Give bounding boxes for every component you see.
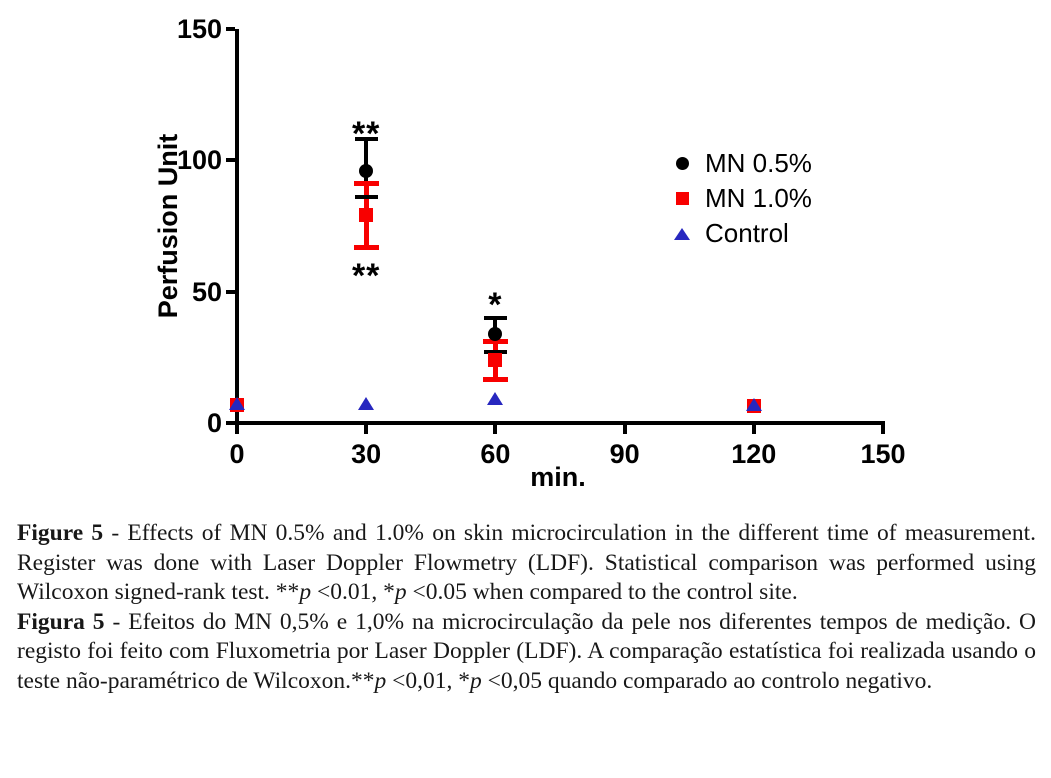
- caption-text: <0.05 when compared to the control site.: [406, 579, 798, 606]
- caption-text: <0.01, *: [311, 579, 395, 606]
- x-tick-mark: [493, 425, 498, 434]
- caption-text: <0,01, *: [386, 667, 471, 694]
- caption-figure-label: Figure 5: [17, 520, 104, 546]
- legend-label-mn10: MN 1.0%: [705, 183, 812, 213]
- y-axis: [235, 29, 239, 425]
- caption-p-symbol: p: [299, 579, 312, 606]
- caption-p-symbol: p: [374, 667, 387, 694]
- x-tick-label: 90: [609, 439, 640, 469]
- caption-text: - Effects of MN 0.5% and 1.0% on skin mi…: [17, 520, 1036, 606]
- error-bar-cap: [482, 339, 508, 345]
- error-bar-cap: [354, 137, 378, 142]
- figure-caption: Figure 5 - Effects of MN 0.5% and 1.0% o…: [17, 519, 1036, 697]
- error-bar-cap: [353, 181, 379, 187]
- y-tick-label: 0: [206, 408, 222, 438]
- caption-p-symbol: p: [470, 667, 482, 694]
- x-axis-title: min.: [530, 462, 586, 492]
- y-tick-mark: [226, 421, 235, 425]
- caption-portuguese: Figura 5 - Efeitos do MN 0,5% e 1,0% na …: [17, 608, 1036, 697]
- error-bar-cap: [483, 315, 507, 320]
- y-tick-mark: [226, 27, 235, 31]
- y-tick-mark: [226, 289, 235, 294]
- significance-marker: **: [351, 115, 381, 154]
- data-point-triangle: [229, 396, 245, 410]
- legend-item-control: Control: [672, 216, 812, 251]
- plot-area: Perfusion Unit min. 0 30 60 90 120 150 0 50 100 1…: [153, 14, 906, 492]
- data-point-triangle: [745, 398, 762, 412]
- data-point-square: [488, 352, 503, 367]
- data-point-square: [359, 208, 374, 223]
- x-tick-label: 150: [860, 439, 906, 469]
- data-point-circle: [488, 326, 503, 341]
- y-tick-label: 100: [176, 145, 222, 176]
- error-bar-cap: [354, 195, 378, 200]
- x-tick-mark: [881, 425, 885, 434]
- caption-figure-label: Figura 5: [17, 608, 105, 635]
- legend-label-mn05: MN 0.5%: [705, 148, 812, 178]
- y-tick-label: 50: [191, 276, 222, 307]
- legend-label-control: Control: [705, 218, 789, 248]
- x-tick-mark: [622, 425, 627, 434]
- data-point-triangle: [487, 391, 504, 405]
- y-tick-mark: [226, 158, 235, 163]
- x-tick-mark: [235, 425, 239, 434]
- caption-p-symbol: p: [394, 579, 407, 606]
- legend: MN 0.5% MN 1.0% Control: [672, 146, 812, 251]
- error-bar-cap: [483, 350, 507, 355]
- x-tick-label: 120: [731, 439, 777, 469]
- caption-english: Figure 5 - Effects of MN 0.5% and 1.0% o…: [17, 519, 1036, 608]
- x-tick-mark: [364, 425, 369, 434]
- data-point-triangle: [358, 396, 375, 410]
- square-marker-icon: [675, 192, 689, 205]
- x-tick-label: 30: [351, 439, 382, 469]
- caption-text: <0,05 quando comparado ao controlo negat…: [481, 667, 933, 694]
- x-tick-mark: [751, 425, 756, 434]
- significance-marker: **: [351, 257, 381, 296]
- legend-item-mn05: MN 0.5%: [672, 146, 812, 181]
- x-axis: [235, 421, 885, 425]
- significance-marker: *: [488, 285, 503, 324]
- error-bar-cap: [353, 244, 379, 250]
- legend-item-mn10: MN 1.0%: [672, 181, 812, 216]
- triangle-marker-icon: [674, 227, 690, 240]
- y-tick-label: 150: [176, 14, 222, 44]
- x-tick-label: 0: [229, 439, 245, 469]
- caption-text: - Efeitos do MN 0,5% e 1,0% na microcirc…: [17, 608, 1036, 694]
- circle-marker-icon: [675, 157, 689, 170]
- y-axis-title: Perfusion Unit: [153, 133, 183, 319]
- data-point-circle: [359, 163, 374, 178]
- x-tick-label: 60: [480, 439, 511, 469]
- error-bar-cap: [482, 377, 508, 383]
